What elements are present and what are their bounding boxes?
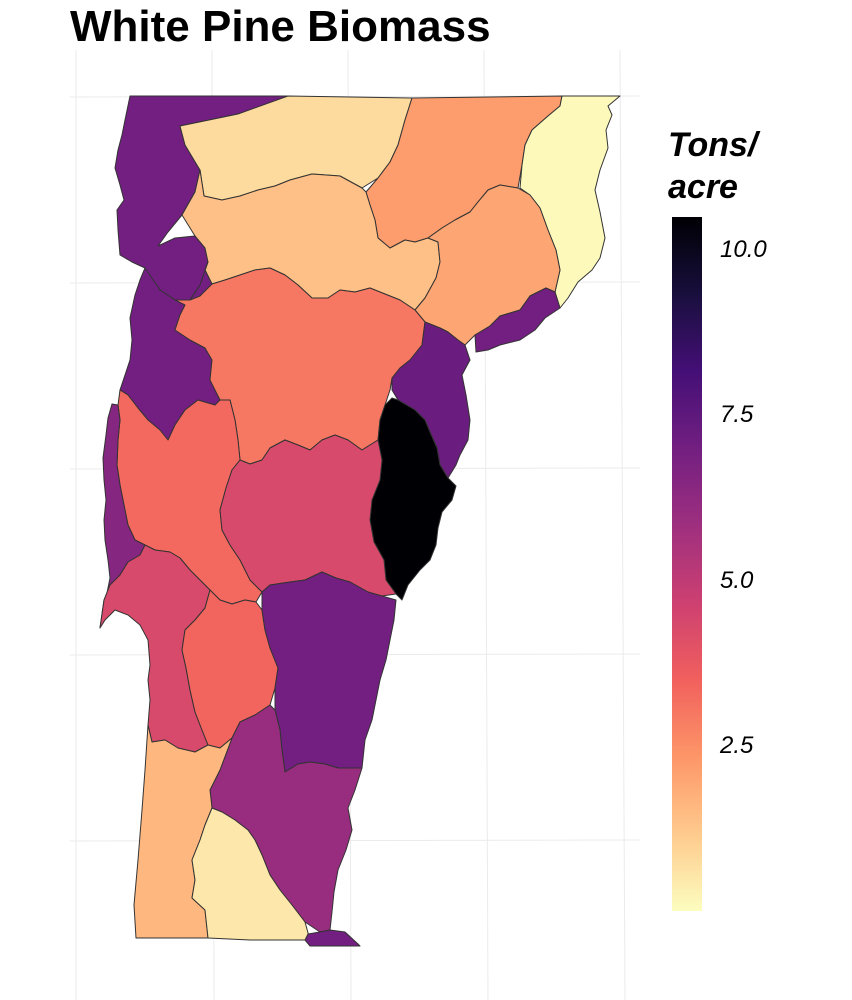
- legend-title-line-2: acre: [668, 168, 738, 206]
- legend-tick-label: 7.5: [720, 401, 754, 429]
- region-east-central: [391, 321, 471, 479]
- legend-title: Tons/ acre: [668, 124, 757, 208]
- legend-tick-label: 10.0: [720, 236, 767, 264]
- county-regions: [99, 95, 621, 947]
- grid-line: [619, 49, 626, 1000]
- region-south-tip: [304, 929, 361, 947]
- legend-title-line-1: Tons/: [668, 126, 758, 164]
- legend-tick-label: 2.5: [720, 731, 754, 759]
- region-center-south: [219, 434, 397, 597]
- legend-color-bar: [672, 217, 702, 911]
- region-northeast-small: [474, 287, 561, 353]
- page-title: White Pine Biomass: [70, 2, 491, 51]
- region-northeast-corner: [519, 95, 621, 309]
- region-southeast-middle: [261, 571, 397, 773]
- legend-tick-label: 5.0: [720, 566, 754, 594]
